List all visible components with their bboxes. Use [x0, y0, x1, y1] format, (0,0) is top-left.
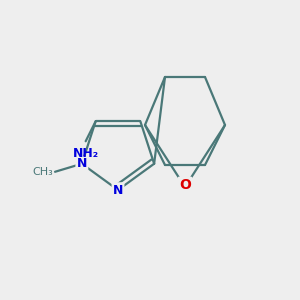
- Text: O: O: [179, 178, 191, 192]
- Text: NH₂: NH₂: [73, 147, 99, 160]
- Text: N: N: [113, 184, 123, 196]
- Text: N: N: [77, 157, 87, 170]
- Text: CH₃: CH₃: [32, 167, 53, 177]
